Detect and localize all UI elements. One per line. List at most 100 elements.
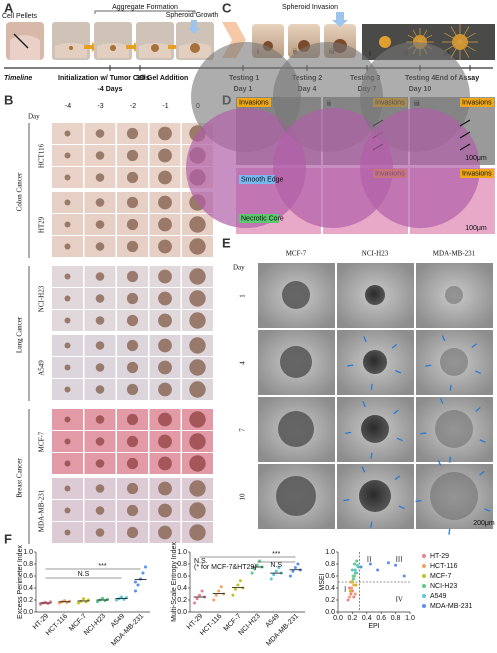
- invasion-strand: [412, 29, 421, 43]
- legend-swatch: [422, 564, 426, 568]
- data-dot: [348, 586, 352, 590]
- y-tick-label: 0.8: [325, 561, 335, 568]
- spheroid: [435, 410, 473, 448]
- data-dot: [255, 563, 259, 567]
- column-header: MCF-7: [286, 250, 307, 258]
- invasion-arrow: [343, 499, 350, 502]
- y-tick-label: 0.4: [177, 585, 187, 592]
- column-header: MDA-MB-231: [433, 250, 476, 258]
- column-header: NCI-H23: [362, 250, 389, 258]
- invasion-arrow: [370, 452, 373, 459]
- invasion-strand: [444, 41, 461, 52]
- invasion-arrow: [459, 143, 471, 151]
- invasion-arrow: [391, 343, 398, 349]
- legend-label: HCT-116: [430, 563, 458, 570]
- panel-label: E: [222, 235, 231, 250]
- pointer: [13, 33, 29, 49]
- data-dot: [352, 583, 356, 587]
- data-dot: [96, 600, 99, 604]
- y-tick-label: 0.4: [23, 585, 33, 592]
- spheroid: [126, 504, 139, 517]
- x-tick-label: 0.4: [362, 615, 372, 622]
- panel-label: F: [4, 531, 12, 546]
- spheroid: [95, 294, 105, 303]
- data-dot: [193, 601, 197, 605]
- data-dot: [82, 597, 85, 601]
- aggregate: [69, 46, 73, 50]
- spheroid: [126, 149, 139, 162]
- cell-line-label: HT29: [38, 216, 46, 233]
- data-dot: [253, 567, 257, 571]
- sig-label: ***: [272, 551, 280, 558]
- invasion-strand: [450, 26, 461, 43]
- invasion-arrow: [439, 397, 444, 404]
- data-dot: [115, 598, 118, 602]
- spheroid: [95, 316, 105, 325]
- spheroid: [126, 292, 139, 305]
- spheroid: [95, 528, 105, 537]
- invasion-arrow: [484, 508, 491, 512]
- spheroid: [189, 524, 206, 541]
- invasion-strand: [459, 41, 476, 52]
- arrow: [126, 42, 139, 52]
- spheroid: [158, 412, 172, 427]
- spheroid: [95, 272, 105, 281]
- invasion-arrow: [347, 364, 354, 367]
- well: [55, 43, 87, 58]
- spheroid: [126, 314, 139, 327]
- spheroid: [64, 507, 71, 514]
- invasion-arrow: [396, 437, 403, 442]
- data-dot: [355, 559, 359, 563]
- spheroid: [189, 502, 206, 519]
- cell-line-label: NCI-H23: [38, 285, 46, 312]
- invasion-strand: [419, 29, 428, 43]
- x-tick-label: 0.8: [391, 615, 401, 622]
- invasion-strand: [459, 32, 476, 43]
- timeline-day: -4 Days: [98, 86, 123, 93]
- data-dot: [144, 565, 147, 569]
- invasion-arrow: [362, 401, 366, 408]
- timeline-event: Initialization w/ Tumor Cells: [58, 75, 150, 82]
- y-tick-label: 0.0: [177, 609, 187, 616]
- data-dot: [58, 601, 61, 605]
- invasion-arrow: [345, 431, 352, 434]
- spheroid: [189, 480, 206, 497]
- column-label: -4: [65, 103, 71, 110]
- spheroid: [95, 459, 105, 468]
- data-dot: [355, 563, 359, 567]
- spheroid: [189, 216, 206, 233]
- cell-line-label: MDA-MB-231: [38, 489, 46, 532]
- tube: [10, 35, 40, 60]
- legend-swatch: [422, 554, 426, 558]
- data-dot: [77, 601, 80, 605]
- day-row-label: 4: [239, 361, 247, 365]
- invasion-arrow: [474, 370, 481, 374]
- spheroid: [189, 238, 206, 255]
- sig-label: N.S: [78, 571, 90, 578]
- quadrant-label: III: [396, 556, 404, 564]
- y-tick-label: 1.0: [23, 549, 33, 556]
- spheroid: [158, 503, 172, 518]
- data-dot: [269, 577, 273, 581]
- data-dot: [353, 592, 357, 596]
- spheroid: [64, 529, 71, 536]
- spheroid: [126, 457, 139, 470]
- spheroid: [282, 281, 310, 309]
- invasion-arrow: [459, 119, 471, 127]
- quadrant-label: II: [367, 556, 372, 564]
- x-tick-label: A549: [264, 613, 281, 630]
- day-row-label: 10: [239, 493, 247, 501]
- legend-label: MCF-7: [430, 573, 451, 580]
- spheroid: [189, 268, 206, 285]
- panel-label: A: [4, 0, 14, 15]
- cancer-type-label: Lung Cancer: [16, 316, 24, 353]
- y-tick-label: 0.0: [23, 609, 33, 616]
- cell-pellets-label: Cell Pellets: [2, 13, 38, 20]
- data-dot: [350, 568, 354, 572]
- invasion-strand: [459, 41, 470, 58]
- spheroid: [64, 243, 71, 250]
- tag-bg: [237, 98, 271, 107]
- y-tick-label: 0.6: [23, 573, 33, 580]
- data-dot: [288, 574, 292, 578]
